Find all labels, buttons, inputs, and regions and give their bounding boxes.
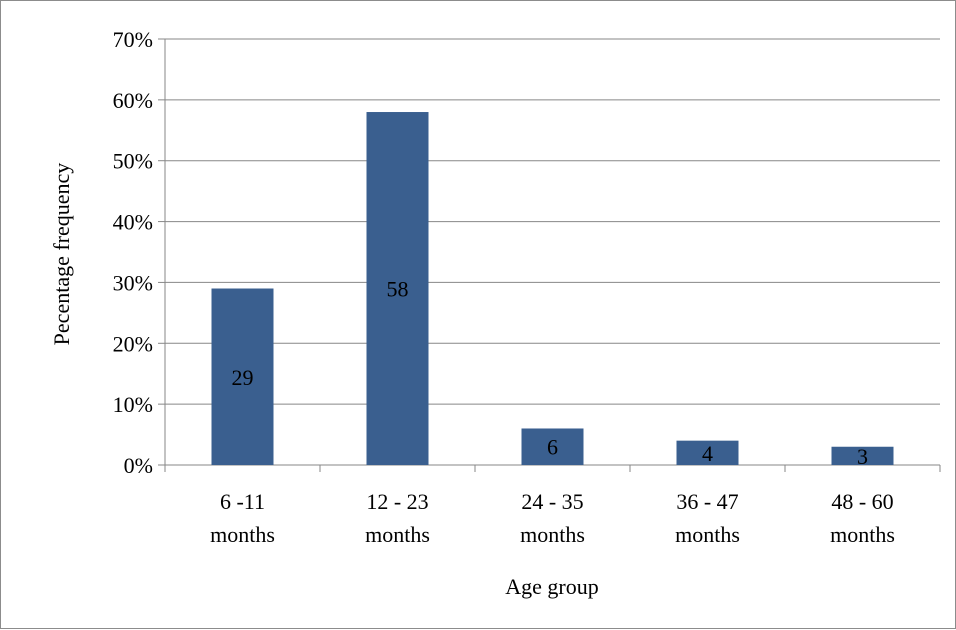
bar xyxy=(366,112,429,466)
x-axis-title: Age group xyxy=(505,574,598,599)
y-tick-label: 50% xyxy=(113,149,153,174)
data-label: 4 xyxy=(702,441,713,466)
x-tick-label: months xyxy=(210,522,275,547)
y-axis-title: Pecentage frequency xyxy=(49,163,74,346)
y-tick-label: 60% xyxy=(113,88,153,113)
data-label: 58 xyxy=(387,277,409,302)
x-tick-label: 24 - 35 xyxy=(521,489,583,514)
y-axis-ticks: 0% 10% 20% 30% 40% 50% 60% 70% xyxy=(113,27,153,478)
x-tick-label: months xyxy=(365,522,430,547)
bars xyxy=(211,112,894,466)
y-tick-label: 20% xyxy=(113,331,153,356)
x-tick-label: months xyxy=(520,522,585,547)
data-labels: 29 58 6 4 3 xyxy=(232,277,869,469)
y-tick-label: 10% xyxy=(113,392,153,417)
y-tick-label: 30% xyxy=(113,270,153,295)
x-tick-label: months xyxy=(830,522,895,547)
x-tick-label: months xyxy=(675,522,740,547)
axes xyxy=(158,38,941,472)
bar xyxy=(521,428,584,465)
data-label: 29 xyxy=(232,365,254,390)
x-tick-label: 36 - 47 xyxy=(676,489,738,514)
y-tick-label: 0% xyxy=(124,453,153,478)
x-axis-ticks: 6 -11 months 12 - 23 months 24 - 35 months 36 … xyxy=(210,489,895,547)
bar xyxy=(211,288,274,465)
data-label: 6 xyxy=(547,435,558,460)
gridlines xyxy=(165,38,940,405)
x-tick-label: 48 - 60 xyxy=(831,489,893,514)
y-tick-label: 40% xyxy=(113,210,153,235)
bar xyxy=(831,446,894,465)
bar xyxy=(676,440,739,465)
x-tick-label: 6 -11 xyxy=(220,489,265,514)
y-tick-label: 70% xyxy=(113,27,153,52)
data-label: 3 xyxy=(857,444,868,469)
x-tick-label: 12 - 23 xyxy=(366,489,428,514)
